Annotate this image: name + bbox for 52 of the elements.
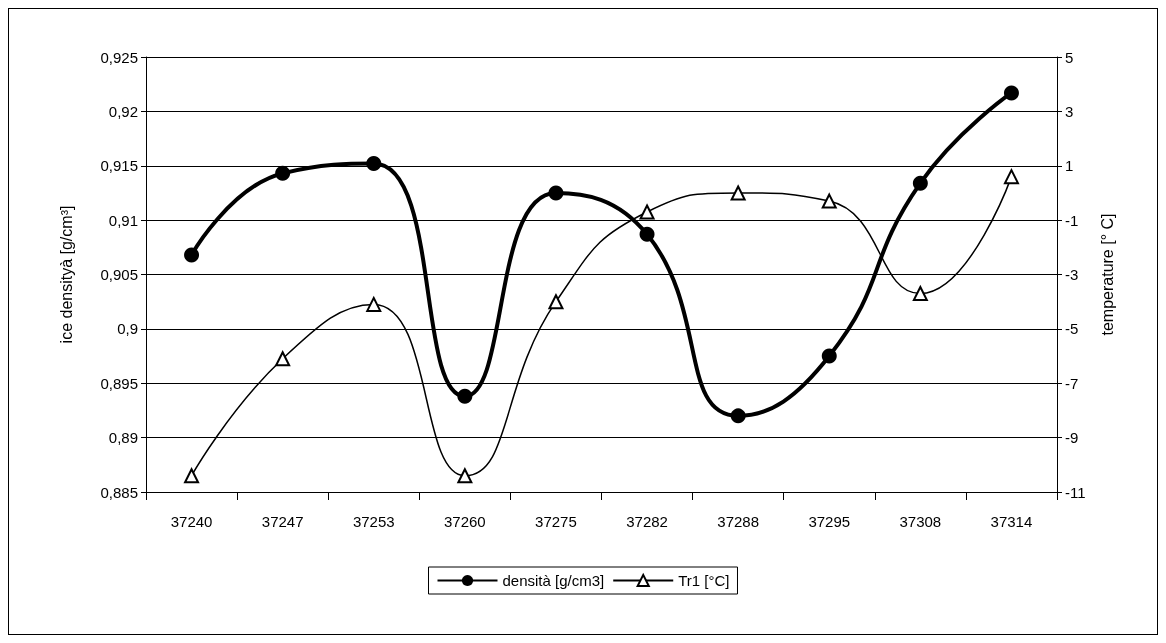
point: [275, 165, 291, 181]
point: [366, 296, 382, 312]
y2-tick-label: -9: [1065, 429, 1079, 447]
y2-tick-label: -7: [1065, 374, 1079, 392]
point: [548, 294, 564, 310]
y2-tick-label: -11: [1065, 483, 1086, 501]
x-tick-label: 37247: [261, 513, 304, 530]
x-tick-label: 37253: [352, 513, 395, 530]
y2-tick-label: -5: [1065, 320, 1079, 338]
x-tick-label: 37288: [717, 513, 760, 530]
point: [366, 156, 382, 172]
y2-axis-title: temperature [° C]: [1098, 213, 1116, 336]
y-axis-title: ice densityà [g/cm³]: [57, 205, 75, 344]
point: [639, 226, 655, 242]
point: [639, 204, 655, 220]
y-tick-label: 0,905: [100, 266, 138, 283]
point: [730, 408, 746, 424]
point: [457, 468, 473, 484]
y-tick-label: 0,92: [108, 102, 138, 120]
y-tick-label: 0,895: [100, 374, 138, 392]
y2-tick-label: 5: [1065, 48, 1074, 66]
point: [1003, 85, 1019, 101]
point: [275, 351, 291, 367]
x-tick-label: 37314: [990, 513, 1033, 530]
x-tick-label: 37260: [443, 513, 486, 530]
x-tick-label: 37282: [626, 513, 668, 530]
y-tick-label: 0,9: [117, 320, 138, 338]
y-tick-label: 0,89: [108, 429, 138, 447]
point: [912, 286, 928, 302]
y-tick-label: 0,885: [100, 483, 138, 501]
x-tick-label: 37240: [170, 513, 213, 530]
y-tick-label: 0,915: [100, 157, 138, 175]
point: [821, 193, 837, 209]
y2-tick-label: 3: [1065, 102, 1074, 120]
point: [184, 247, 200, 263]
y2-tick-label: 1: [1065, 157, 1074, 175]
x-tick-label: 37275: [535, 513, 577, 530]
point: [548, 185, 564, 201]
point: [1003, 169, 1019, 185]
point: [184, 468, 200, 484]
x-tick-label: 37308: [899, 513, 942, 530]
legend-label: Tr1 [°C]: [678, 572, 730, 589]
point: [821, 348, 837, 364]
point: [730, 185, 746, 201]
point: [912, 175, 928, 191]
legend-label: densità [g/cm3]: [502, 572, 605, 589]
y-tick-label: 0,925: [100, 48, 138, 66]
y2-tick-label: -3: [1065, 266, 1079, 283]
y2-tick-label: -1: [1065, 211, 1079, 229]
point: [457, 388, 473, 404]
y-tick-label: 0,91: [108, 211, 138, 229]
x-tick-label: 37295: [808, 513, 851, 530]
